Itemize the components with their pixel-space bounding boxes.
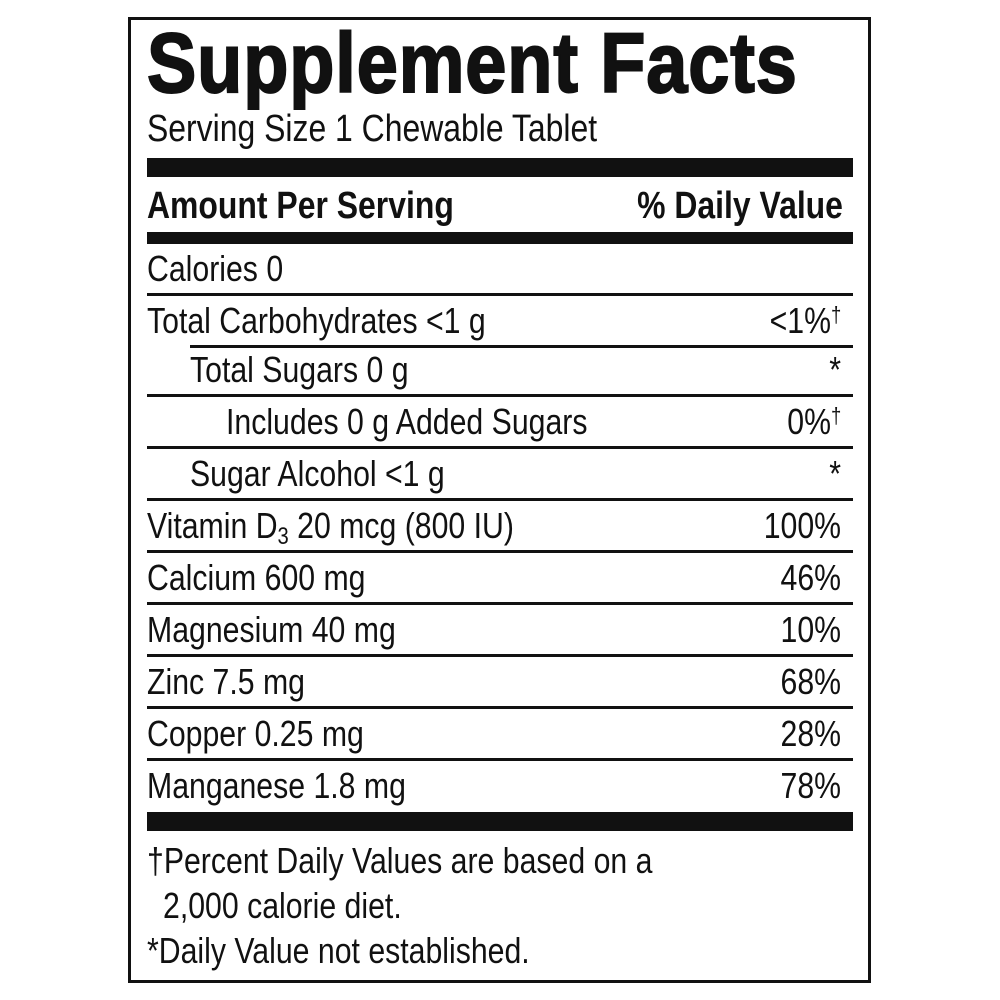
title-text: Supplement Facts: [146, 16, 798, 110]
nutrient-row-calcium: Calcium 600 mg 46%: [147, 553, 853, 605]
nutrient-label: Vitamin D3 20 mcg (800 IU): [147, 504, 514, 550]
nutrient-label: Copper 0.25 mg: [147, 712, 364, 754]
nutrient-row-total-sugars: Total Sugars 0 g *: [147, 345, 853, 397]
daily-value: *: [829, 452, 841, 494]
daily-value-header: % Daily Value: [637, 185, 843, 227]
footnote-calorie-diet: 2,000 calorie diet.: [163, 885, 402, 926]
nutrient-label: Zinc 7.5 mg: [147, 660, 305, 702]
daily-value: 0%: [787, 400, 831, 442]
footnotes: †Percent Daily Values are based on a 2,0…: [147, 838, 853, 973]
nutrient-label: Calories 0: [147, 247, 284, 289]
medium-divider: [147, 232, 853, 244]
nutrient-row-magnesium: Magnesium 40 mg 10%: [147, 605, 853, 657]
nutrient-row-total-carbohydrates: Total Carbohydrates <1 g <1%†: [147, 296, 853, 348]
daily-value: 46%: [780, 556, 841, 598]
nutrient-label: Sugar Alcohol <1 g: [190, 452, 445, 494]
nutrient-label: Magnesium 40 mg: [147, 608, 396, 650]
daily-value: 28%: [780, 712, 841, 754]
daily-value: 78%: [780, 764, 841, 806]
serving-size-text: Serving Size 1 Chewable Tablet: [147, 108, 598, 150]
supplement-facts-panel: [128, 17, 871, 983]
nutrient-row-zinc: Zinc 7.5 mg 68%: [147, 657, 853, 709]
subscript-3: 3: [277, 522, 289, 550]
nutrient-row-manganese: Manganese 1.8 mg 78%: [147, 761, 853, 810]
daily-value: 68%: [780, 660, 841, 702]
serving-size: Serving Size 1 Chewable Tablet: [147, 106, 853, 152]
panel-title: Supplement Facts: [146, 16, 853, 110]
dagger-mark: †: [830, 402, 841, 428]
nutrient-table: Calories 0 Total Carbohydrates <1 g <1%† …: [147, 244, 853, 810]
daily-value: 10%: [780, 608, 841, 650]
thick-divider: [147, 158, 853, 177]
footnote-dv-not-established: *Daily Value not established.: [147, 930, 530, 971]
nutrient-label: Calcium 600 mg: [147, 556, 366, 598]
amount-per-serving-header: Amount Per Serving: [147, 185, 454, 227]
nutrient-label: Manganese 1.8 mg: [147, 764, 406, 806]
nutrient-row-copper: Copper 0.25 mg 28%: [147, 709, 853, 761]
dagger-mark: †: [830, 301, 841, 327]
nutrient-row-sugar-alcohol: Sugar Alcohol <1 g *: [147, 449, 853, 501]
daily-value: *: [829, 348, 841, 390]
nutrient-row-vitamin-d3: Vitamin D3 20 mcg (800 IU) 100%: [147, 501, 853, 553]
daily-value: <1%: [769, 299, 831, 341]
nutrient-label: Includes 0 g Added Sugars: [226, 400, 588, 442]
daily-value: 100%: [763, 504, 841, 546]
label-part: Vitamin D: [147, 504, 278, 546]
nutrient-row-added-sugars: Includes 0 g Added Sugars 0%†: [147, 397, 853, 449]
nutrient-label: Total Sugars 0 g: [190, 348, 409, 390]
thick-divider-bottom: [147, 812, 853, 831]
nutrient-row-calories: Calories 0: [147, 244, 853, 296]
column-header: Amount Per Serving % Daily Value: [147, 180, 853, 232]
nutrient-label: Total Carbohydrates <1 g: [147, 299, 486, 341]
label-part: 20 mcg (800 IU): [288, 504, 514, 546]
footnote-percent-dv: †Percent Daily Values are based on a: [147, 840, 653, 881]
